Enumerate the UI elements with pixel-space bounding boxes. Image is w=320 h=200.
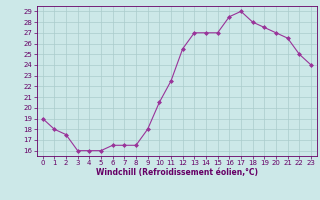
X-axis label: Windchill (Refroidissement éolien,°C): Windchill (Refroidissement éolien,°C)	[96, 168, 258, 177]
